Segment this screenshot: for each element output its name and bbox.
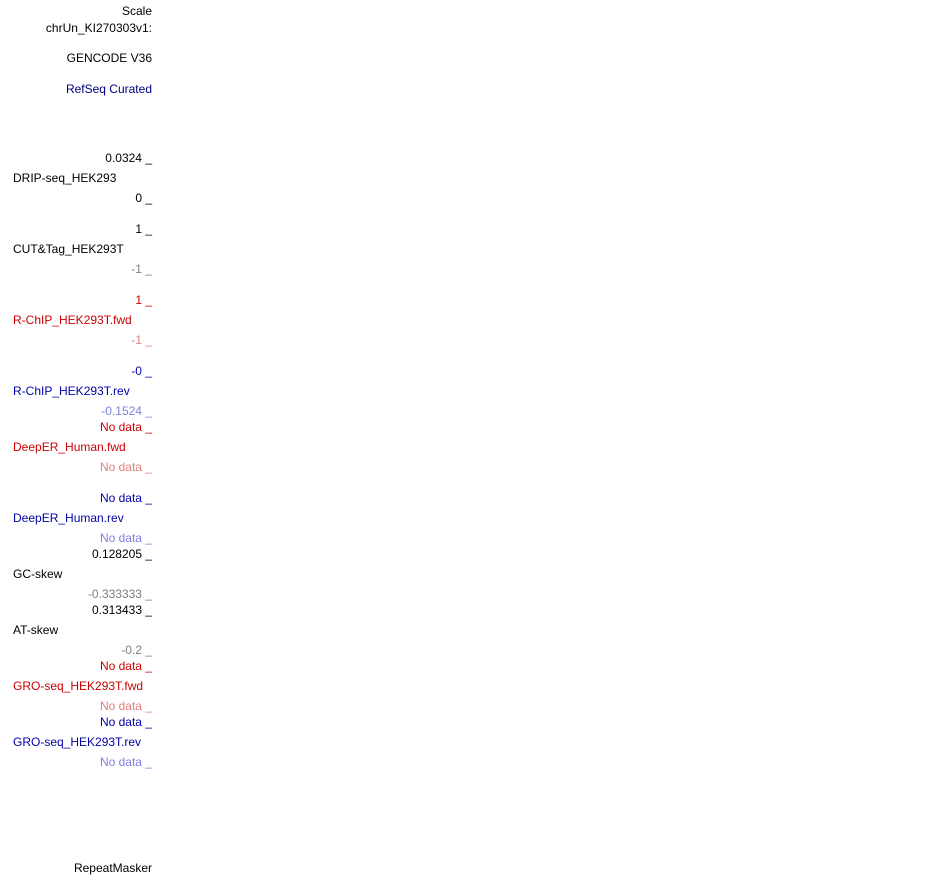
gro-rev-max-value: No data _ xyxy=(99,715,152,729)
track-gc-skew-label[interactable]: GC-skew xyxy=(13,567,63,581)
track-drip-seq-label[interactable]: DRIP-seq_HEK293 xyxy=(13,171,117,185)
track-rchip-rev-label[interactable]: R-ChIP_HEK293T.rev xyxy=(13,384,130,398)
chromosome-label: chrUn_KI270303v1: xyxy=(45,21,152,35)
track-cuttag-label[interactable]: CUT&Tag_HEK293T xyxy=(13,242,124,256)
scale-label: Scale xyxy=(121,4,152,18)
deeper-rev-min-value: No data _ xyxy=(99,531,152,545)
track-rchip-fwd-label[interactable]: R-ChIP_HEK293T.fwd xyxy=(13,313,132,327)
cuttag-min-value: -1 _ xyxy=(131,262,152,276)
gcskew-max-value: 0.128205 _ xyxy=(91,547,152,561)
deeper-rev-max-value: No data _ xyxy=(99,491,152,505)
gro-rev-min-value: No data _ xyxy=(99,755,152,769)
rchip-fwd-max-value: 1 _ xyxy=(135,293,152,307)
track-repeatmasker-label[interactable]: RepeatMasker xyxy=(73,861,152,875)
drip-max-value: 0.0324 _ xyxy=(105,151,152,165)
deeper-fwd-min-value: No data _ xyxy=(99,460,152,474)
track-gencode-label[interactable]: GENCODE V36 xyxy=(66,51,152,65)
track-gro-rev-label[interactable]: GRO-seq_HEK293T.rev xyxy=(13,735,142,749)
rchip-rev-max-value: -0 _ xyxy=(131,364,152,378)
rchip-fwd-min-value: -1 _ xyxy=(131,333,152,347)
gro-fwd-max-value: No data _ xyxy=(99,659,152,673)
rchip-rev-min-value: -0.1524 _ xyxy=(101,404,152,418)
atskew-max-value: 0.313433 _ xyxy=(91,603,152,617)
drip-min-value: 0 _ xyxy=(135,191,152,205)
track-deeper-rev-label[interactable]: DeepER_Human.rev xyxy=(13,511,124,525)
track-at-skew-label[interactable]: AT-skew xyxy=(13,623,59,637)
deeper-fwd-max-value: No data _ xyxy=(99,420,152,434)
track-gro-fwd-label[interactable]: GRO-seq_HEK293T.fwd xyxy=(13,679,144,693)
gcskew-min-value: -0.333333 _ xyxy=(87,587,152,601)
cuttag-max-value: 1 _ xyxy=(135,222,152,236)
track-refseq-label[interactable]: RefSeq Curated xyxy=(65,82,152,96)
atskew-min-value: -0.2 _ xyxy=(121,643,152,657)
track-deeper-fwd-label[interactable]: DeepER_Human.fwd xyxy=(13,440,126,454)
gro-fwd-min-value: No data _ xyxy=(99,699,152,713)
